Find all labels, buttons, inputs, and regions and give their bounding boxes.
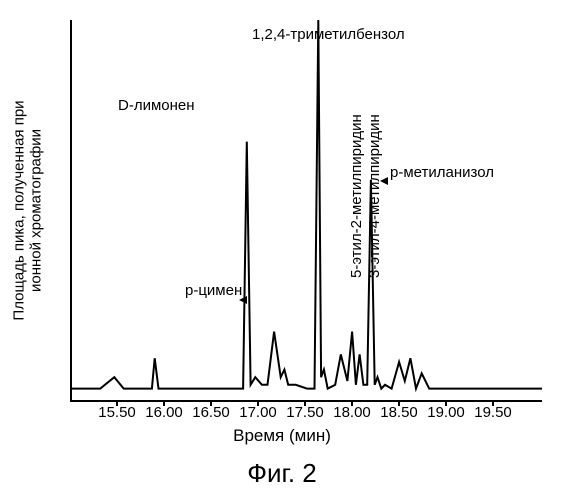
figure-container: Площадь пика, полученная приионной хрома… [0,0,564,500]
chromatogram-trace [72,20,542,389]
label-3-ethyl-4-methylpyridine: 3-этил-4-метилпиридин [366,114,383,278]
x-axis-label: Время (мин) [0,426,564,446]
y-axis-label-text: Площадь пика, полученная приионной хрома… [12,100,45,320]
label-trimethylbenzene: 1,2,4-триметилбензол [252,26,405,43]
x-tick-label: 17.00 [239,404,277,421]
label-5-ethyl-2-methylpyridine: 5-этил-2-метилпиридин [348,114,365,278]
arrow-p-cymene [239,296,247,304]
x-tick-label: 19.00 [427,404,465,421]
plot-area [70,20,542,402]
x-tick-label: 17.50 [286,404,324,421]
x-tick-label: 19.50 [474,404,512,421]
y-axis-label: Площадь пика, полученная приионной хрома… [8,20,48,400]
x-tick-label: 15.50 [98,404,136,421]
label-d-limonene: D-лимонен [118,97,195,114]
figure-caption: Фиг. 2 [0,458,564,489]
label-p-cymene: p-цимен [185,282,242,299]
x-tick-label: 16.50 [192,404,230,421]
x-tick-label: 18.00 [333,404,371,421]
label-p-methylanisole: p-метиланизол [390,164,494,181]
x-tick-label: 16.00 [145,404,183,421]
x-tick-label: 18.50 [380,404,418,421]
chromatogram-svg [72,20,542,400]
arrow-p-methylanisole [380,177,388,185]
